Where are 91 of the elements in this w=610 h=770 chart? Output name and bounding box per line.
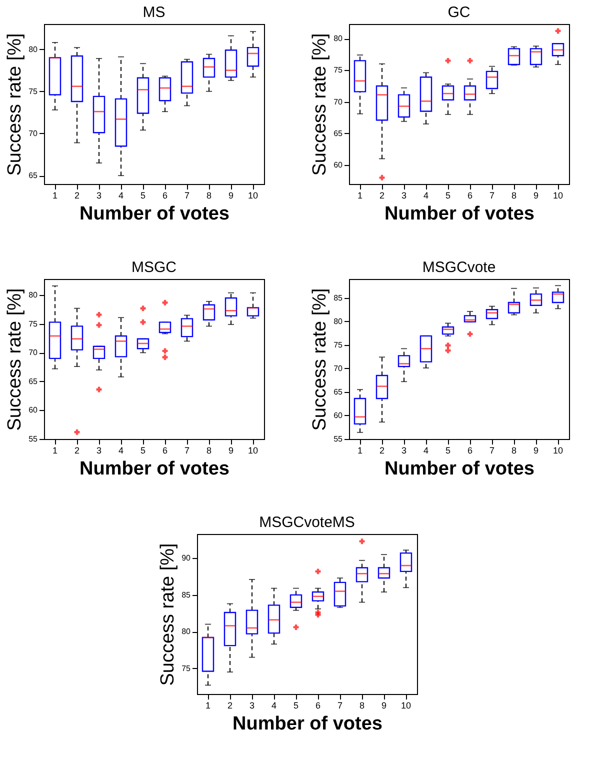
y-tick-label: 60 [334,160,344,170]
x-tick-label: 9 [380,700,386,710]
chart-title: MS [142,4,166,21]
x-tick-label: 5 [140,446,146,456]
chart-title: MSGCvoteMS [258,514,354,531]
x-tick-label: 7 [336,700,342,710]
x-tick-label: 8 [206,190,212,200]
x-tick-label: 7 [184,446,190,456]
x-tick-label: 5 [445,190,451,200]
x-tick-label: 2 [226,700,232,710]
x-tick-label: 5 [445,446,451,456]
y-tick-label: 75 [28,86,38,96]
x-tick-label: 9 [228,446,234,456]
y-tick-label: 70 [334,97,344,106]
x-tick-label: 1 [204,700,210,710]
y-tick-label: 85 [181,590,191,600]
chart-title: MSGC [132,259,177,276]
x-tick-label: 2 [379,190,385,200]
x-tick-label: 2 [74,190,80,200]
y-tick-label: 80 [334,316,344,326]
y-tick-label: 55 [334,434,344,444]
x-tick-label: 8 [511,446,517,456]
y-tick-label: 75 [334,66,344,75]
x-tick-label: 5 [292,700,298,710]
y-tick-label: 55 [28,434,38,444]
x-tick-label: 10 [552,190,564,200]
x-axis-title: Number of votes [232,714,382,734]
x-tick-label: 1 [357,446,363,456]
x-tick-label: 3 [401,446,407,456]
x-tick-label: 7 [184,190,190,200]
x-axis-title: Number of votes [80,458,230,480]
y-axis-title: Success rate [%] [310,288,331,431]
x-tick-label: 8 [358,700,364,710]
x-tick-label: 1 [357,190,363,200]
chart-title: MSGCvote [422,259,496,276]
x-tick-label: 4 [118,446,124,456]
chart-title: GC [448,4,470,21]
x-tick-label: 8 [206,446,212,456]
y-tick-label: 65 [28,171,38,180]
y-tick-label: 75 [28,319,38,328]
y-tick-label: 80 [28,44,38,54]
x-tick-label: 1 [52,190,58,200]
y-tick-label: 60 [334,410,344,420]
x-tick-label: 5 [140,190,146,200]
x-tick-label: 2 [379,446,385,456]
y-axis-title: Success rate [%] [4,33,26,176]
y-tick-label: 65 [28,376,38,386]
x-tick-label: 9 [228,190,234,200]
x-tick-label: 4 [423,190,429,200]
y-tick-label: 60 [28,406,38,415]
x-axis-title: Number of votes [80,204,230,224]
x-tick-label: 10 [248,446,258,456]
y-tick-label: 80 [334,34,344,44]
x-tick-label: 10 [248,190,258,200]
x-tick-label: 10 [552,446,564,456]
x-tick-label: 6 [467,190,473,200]
x-tick-label: 4 [118,190,124,200]
y-tick-label: 80 [28,290,38,300]
x-tick-label: 9 [533,190,539,200]
y-tick-label: 75 [181,664,191,673]
y-axis-title: Success rate [%] [157,543,178,686]
x-tick-label: 1 [52,446,58,456]
y-tick-label: 80 [181,627,191,636]
y-axis-title: Success rate [%] [310,33,331,176]
x-tick-label: 6 [162,190,168,200]
y-tick-label: 70 [334,364,344,373]
y-tick-label: 65 [334,387,344,396]
x-tick-label: 9 [533,446,539,456]
x-tick-label: 7 [489,190,495,200]
x-tick-label: 3 [96,446,102,456]
y-tick-label: 85 [334,293,344,302]
x-tick-label: 4 [270,700,276,710]
y-tick-label: 70 [28,348,38,358]
x-tick-label: 6 [467,446,473,456]
x-axis-title: Number of votes [384,458,534,480]
x-axis-title: Number of votes [384,204,534,224]
x-tick-label: 3 [401,190,407,200]
y-tick-label: 75 [334,340,344,350]
x-tick-label: 6 [162,446,168,456]
y-axis-title: Success rate [%] [4,288,26,431]
x-tick-label: 6 [314,700,320,710]
x-tick-label: 3 [96,190,102,200]
y-tick-label: 90 [181,554,191,563]
x-tick-label: 3 [248,700,254,710]
x-tick-label: 4 [423,446,429,456]
y-tick-label: 70 [28,128,38,138]
x-tick-label: 7 [489,446,495,456]
x-tick-label: 8 [511,190,517,200]
y-tick-label: 65 [334,128,344,138]
x-tick-label: 2 [74,446,80,456]
x-tick-label: 10 [400,700,411,710]
